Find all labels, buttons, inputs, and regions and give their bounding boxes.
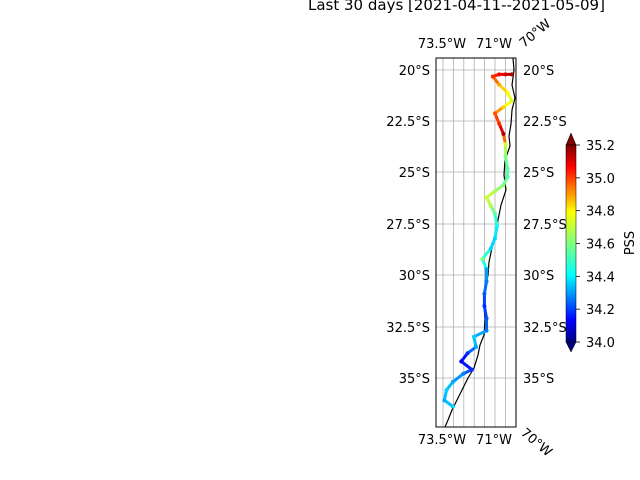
track-point	[492, 111, 497, 116]
track-point	[503, 154, 508, 159]
track-point	[505, 174, 510, 179]
track-point	[501, 183, 506, 188]
lat-label-left: 35°S	[399, 372, 430, 387]
lat-labels: 20°S 20°S 22.5°S 22.5°S 25°S 25°S 27.5°S 27.5°S…	[386, 64, 566, 387]
lat-label-left: 30°S	[399, 269, 430, 284]
track-point	[497, 82, 502, 87]
track-point	[501, 131, 506, 136]
track-point	[461, 371, 466, 376]
lon-label-top-2: 71°W	[476, 37, 512, 52]
lon-label-top-3: 70°W	[517, 16, 554, 51]
lon-label-bottom-2: 71°W	[476, 433, 512, 448]
map-area	[435, 57, 517, 428]
lat-label-left: 22.5°S	[386, 115, 430, 130]
colorbar-tick-label: 34.2	[586, 303, 615, 318]
track-point	[495, 224, 500, 229]
track-point	[492, 189, 497, 194]
track-point	[444, 388, 449, 393]
track-point	[450, 379, 455, 384]
coastline	[444, 58, 516, 427]
track-point	[482, 304, 487, 309]
lat-label-right: 35°S	[523, 372, 554, 387]
track-point	[490, 74, 495, 79]
colorbar-tick-label: 34.8	[586, 205, 615, 220]
track-point	[442, 398, 447, 403]
lat-label-left: 25°S	[399, 166, 430, 181]
track-point	[488, 203, 493, 208]
track-segment	[459, 359, 474, 372]
track-point	[501, 105, 506, 110]
track-point	[503, 72, 508, 77]
track-segment	[482, 304, 489, 320]
track-segment	[493, 224, 499, 240]
track-point	[465, 351, 470, 356]
track-segment	[493, 212, 499, 228]
track-point	[492, 211, 497, 216]
track-segment	[451, 372, 465, 384]
lat-label-left: 32.5°S	[386, 321, 430, 336]
colorbar-tick-label: 35.0	[586, 172, 615, 187]
track-point	[484, 279, 489, 284]
lat-label-right: 20°S	[523, 64, 554, 79]
colorbar-gradient	[565, 144, 577, 343]
track-point	[469, 367, 474, 372]
track-point	[459, 359, 464, 364]
track-point	[484, 328, 489, 333]
track-segment	[503, 154, 510, 171]
lon-label-top-1: 73.5°W	[418, 37, 466, 52]
track-point	[505, 166, 510, 171]
colorbar-label: PSS	[623, 231, 638, 255]
lon-label-bottom-1: 73.5°W	[418, 433, 466, 448]
colorbar-tick-label: 34.0	[586, 336, 615, 351]
map-background	[436, 58, 516, 427]
track-point	[509, 72, 514, 77]
track-segment	[482, 279, 489, 296]
track-point	[471, 334, 476, 339]
track-point	[482, 291, 487, 296]
track-point	[484, 195, 489, 200]
track-point	[509, 99, 514, 104]
lat-label-right: 32.5°S	[523, 321, 567, 336]
lat-label-left: 27.5°S	[386, 218, 430, 233]
colorbar-extend-min	[565, 341, 577, 353]
track-point	[503, 142, 508, 147]
track-point	[484, 267, 489, 272]
track-point	[505, 90, 510, 95]
colorbar-tick-label: 34.4	[586, 270, 615, 285]
colorbar: 35.2 35.0 34.8 34.6 34.4 34.2 34.0 PSS	[565, 132, 638, 353]
colorbar-tick-label: 34.6	[586, 238, 615, 253]
float-track	[442, 72, 514, 409]
lat-label-left: 20°S	[399, 64, 430, 79]
chart-title: Last 30 days [2021-04-11--2021-05-09]	[308, 0, 605, 14]
track-point	[474, 345, 478, 350]
colorbar-extend-max	[565, 132, 577, 146]
lat-label-right: 25°S	[523, 166, 554, 181]
track-point	[492, 236, 497, 241]
track-segment	[480, 247, 493, 261]
track-segment	[472, 329, 489, 339]
map-frame	[435, 57, 517, 428]
lat-label-right: 30°S	[523, 269, 554, 284]
track-point	[497, 121, 502, 126]
track-point	[480, 256, 485, 261]
lon-label-bottom-3: 70°W	[517, 426, 554, 461]
track-point	[450, 404, 455, 409]
lat-label-right: 22.5°S	[523, 115, 567, 130]
track-point	[497, 72, 502, 77]
lat-label-right: 27.5°S	[523, 218, 567, 233]
track-point	[484, 316, 489, 321]
track-point	[488, 246, 493, 251]
colorbar-ticks: 35.2 35.0 34.8 34.6 34.4 34.2 34.0	[576, 139, 615, 351]
colorbar-tick-label: 35.2	[586, 139, 615, 154]
